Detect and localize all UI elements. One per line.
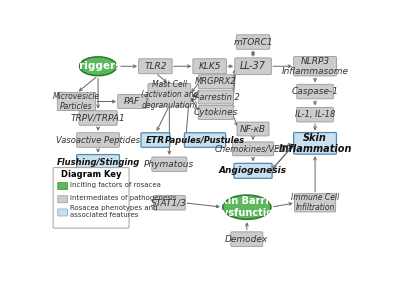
FancyBboxPatch shape	[294, 194, 336, 212]
Text: Phymatous: Phymatous	[144, 160, 194, 169]
FancyBboxPatch shape	[153, 196, 185, 210]
Text: Papules/Pustules: Papules/Pustules	[165, 136, 245, 144]
Text: TRPV/TRPA1: TRPV/TRPA1	[71, 114, 126, 122]
Text: Microvesicle
Particles: Microvesicle Particles	[53, 92, 100, 111]
FancyBboxPatch shape	[58, 209, 68, 216]
Text: NF-κB: NF-κB	[240, 124, 266, 134]
Text: Angiogenesis: Angiogenesis	[219, 166, 287, 175]
Text: Rosacea phenotypes and
associated features: Rosacea phenotypes and associated featur…	[70, 205, 158, 218]
Text: NLRP3
Inflammasome: NLRP3 Inflammasome	[282, 57, 348, 76]
Text: TLR2: TLR2	[144, 62, 167, 71]
FancyBboxPatch shape	[148, 84, 191, 106]
FancyBboxPatch shape	[297, 84, 333, 99]
Ellipse shape	[80, 57, 117, 76]
FancyBboxPatch shape	[53, 168, 129, 228]
Text: Intermediates of pathogenesis: Intermediates of pathogenesis	[70, 195, 177, 201]
Text: mTORC1: mTORC1	[233, 37, 273, 47]
FancyBboxPatch shape	[77, 133, 120, 147]
Text: Vasoactive Peptides: Vasoactive Peptides	[56, 136, 140, 144]
Text: Skin
Inflammation: Skin Inflammation	[278, 132, 352, 154]
FancyBboxPatch shape	[232, 142, 274, 156]
FancyBboxPatch shape	[58, 196, 68, 203]
FancyBboxPatch shape	[231, 232, 263, 247]
Text: ETR: ETR	[146, 136, 165, 144]
Text: Triggers: Triggers	[74, 61, 122, 71]
Text: Caspase-1: Caspase-1	[292, 87, 338, 96]
FancyBboxPatch shape	[139, 59, 172, 74]
FancyBboxPatch shape	[237, 122, 269, 136]
FancyBboxPatch shape	[79, 111, 117, 125]
FancyBboxPatch shape	[193, 59, 226, 74]
FancyBboxPatch shape	[236, 35, 270, 49]
FancyBboxPatch shape	[184, 133, 226, 147]
FancyBboxPatch shape	[198, 106, 233, 120]
FancyBboxPatch shape	[235, 58, 271, 75]
Text: Skin Barrier
Dysfunction: Skin Barrier Dysfunction	[214, 196, 280, 218]
Text: PAF: PAF	[124, 97, 140, 106]
Text: Inciting factors of rosacea: Inciting factors of rosacea	[70, 182, 161, 188]
FancyBboxPatch shape	[234, 163, 272, 178]
Text: β-arrestin 2: β-arrestin 2	[192, 93, 240, 102]
FancyBboxPatch shape	[297, 108, 333, 122]
Text: MRGPRX2: MRGPRX2	[195, 77, 237, 86]
Text: Cytokines: Cytokines	[194, 108, 238, 117]
FancyBboxPatch shape	[294, 57, 336, 76]
Text: Flushing/Stinging: Flushing/Stinging	[56, 158, 140, 166]
Text: Mast Cell
(activation and
degranulation): Mast Cell (activation and degranulation)	[141, 80, 198, 110]
Text: Demodex: Demodex	[225, 235, 268, 244]
FancyBboxPatch shape	[57, 92, 96, 111]
FancyBboxPatch shape	[198, 90, 233, 104]
Text: Immune Cell
Infiltration: Immune Cell Infiltration	[291, 193, 339, 212]
FancyBboxPatch shape	[152, 157, 187, 172]
Text: Chemokines/VEGF: Chemokines/VEGF	[215, 144, 292, 153]
Text: STAT1/3: STAT1/3	[152, 198, 187, 207]
FancyBboxPatch shape	[294, 132, 336, 154]
FancyBboxPatch shape	[58, 182, 68, 190]
Text: KLK5: KLK5	[198, 62, 221, 71]
FancyBboxPatch shape	[77, 154, 120, 170]
FancyBboxPatch shape	[141, 133, 170, 147]
Ellipse shape	[223, 195, 271, 219]
FancyBboxPatch shape	[118, 95, 146, 108]
Text: LL-37: LL-37	[240, 61, 266, 71]
Text: Diagram Key: Diagram Key	[61, 170, 121, 179]
FancyBboxPatch shape	[198, 75, 233, 89]
Text: IL-1, IL-18: IL-1, IL-18	[295, 110, 335, 119]
